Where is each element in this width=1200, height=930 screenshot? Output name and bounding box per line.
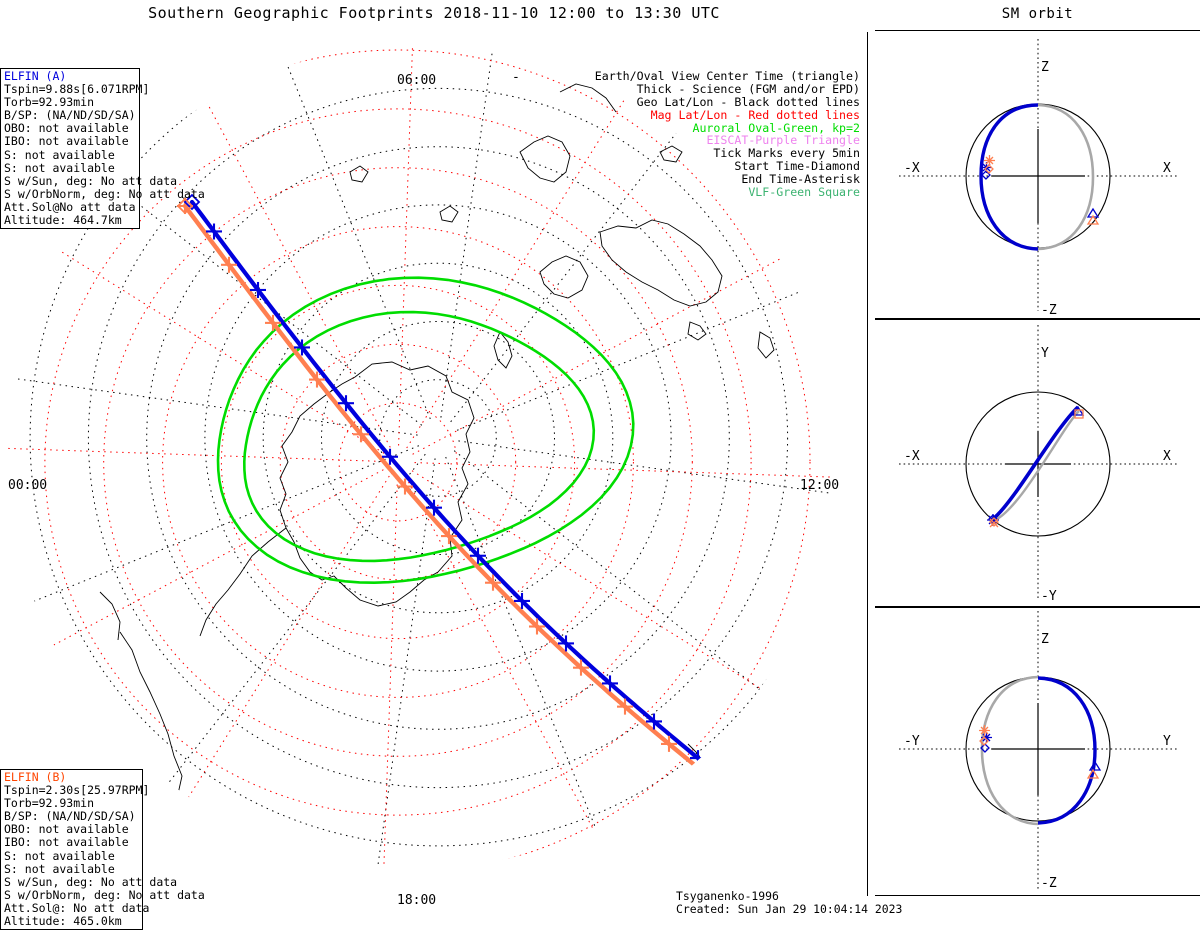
elfin-b-name: ELFIN (B) xyxy=(4,770,67,784)
elfin-a-line-7: S w/Sun, deg: No att data xyxy=(4,173,178,188)
axes-xz xyxy=(899,39,1178,311)
legend-item-3: Mag Lat/Lon - Red dotted lines xyxy=(650,107,860,122)
page-title: Southern Geographic Footprints 2018-11-1… xyxy=(148,4,720,22)
elfin-a-line-5: S: not available xyxy=(4,147,115,162)
elfin-b-line-4: IBO: not available xyxy=(4,835,129,850)
legend-item-8: End Time-Asterisk xyxy=(741,172,860,187)
axes-yz xyxy=(899,611,1178,891)
elfin-a-info-box: ELFIN (A) Tspin=9.88s[6.071RPM] Torb=92.… xyxy=(0,68,205,230)
elfin-a-name: ELFIN (A) xyxy=(4,69,67,83)
elfin-a-line-0: Tspin=9.88s[6.071RPM] xyxy=(4,82,150,97)
clock-label-18: 18:00 xyxy=(397,893,437,908)
legend-item-0: Earth/Oval View Center Time (triangle) xyxy=(594,69,860,83)
markers-b-yz xyxy=(979,725,1100,779)
sm-xz-label-neg-h: -X xyxy=(904,161,920,176)
sm-orbit-panel-xy[interactable]: Y -Y X -X xyxy=(875,318,1200,608)
markers-b-xz xyxy=(984,155,1100,225)
clock-label-00: 00:00 xyxy=(8,478,48,493)
legend-item-4: Auroral Oval-Green, kp=2 xyxy=(692,120,860,135)
sm-xy-label-neg-v: -Y xyxy=(1041,589,1057,604)
earth-circle-xy xyxy=(965,391,1111,537)
magnetic-grid xyxy=(8,44,832,868)
elfin-a-line-10: Altitude: 464.7km xyxy=(4,213,122,228)
sm-xy-label-pos-h: X xyxy=(1163,449,1171,464)
model-name: Tsyganenko-1996 xyxy=(676,889,779,903)
minus-tick-label: - xyxy=(512,70,520,85)
sm-yz-label-neg-h: -Y xyxy=(904,734,920,749)
elfin-a-line-8: S w/OrbNorm, deg: No att data xyxy=(4,186,205,201)
orbit-a-xz xyxy=(979,103,1039,251)
sm-xy-label-neg-h: -X xyxy=(904,449,920,464)
elfin-b-line-1: Torb=92.93min xyxy=(4,796,95,811)
sm-orbit-yz-graphic: Z -Z Y -Y xyxy=(899,611,1178,891)
elfin-b-line-8: S w/OrbNorm, deg: No att data xyxy=(4,887,205,902)
created-timestamp: Created: Sun Jan 29 10:04:14 2023 xyxy=(676,902,903,916)
orbit-a-yz xyxy=(1037,676,1097,825)
auroral-oval xyxy=(216,276,635,585)
markers-a-yz xyxy=(980,732,1102,771)
sm-yz-label-pos-v: Z xyxy=(1041,632,1049,647)
legend-item-2: Geo Lat/Lon - Black dotted lines xyxy=(636,94,860,109)
orbit-b-xy xyxy=(992,410,1080,523)
elfin-b-line-0: Tspin=2.30s[25.97RPM] xyxy=(4,783,150,798)
legend-item-7: Start Time-Diamond xyxy=(734,159,860,174)
elfin-b-line-10: Altitude: 465.0km xyxy=(4,914,122,929)
polar-map-graphic xyxy=(8,44,832,868)
sm-orbit-xz-graphic: Z -Z X -X xyxy=(899,39,1178,318)
geographic-grid xyxy=(8,44,832,868)
legend-item-5: EISCAT-Purple Triangle xyxy=(706,133,860,148)
sm-xy-label-pos-v: Y xyxy=(1041,346,1049,361)
legend-item-6: Tick Marks every 5min xyxy=(713,146,860,161)
sm-orbit-panel-yz[interactable]: Z -Z Y -Y xyxy=(875,606,1200,896)
figure-footer: Tsyganenko-1996 Created: Sun Jan 29 10:0… xyxy=(676,890,902,916)
elfin-b-line-7: S w/Sun, deg: No att data xyxy=(4,874,178,889)
axes-xy xyxy=(899,325,1178,601)
clock-label-06: 06:00 xyxy=(397,73,437,88)
sm-yz-label-neg-v: -Z xyxy=(1041,876,1057,891)
elfin-a-line-3: OBO: not available xyxy=(4,121,129,136)
orbit-b-yz xyxy=(980,675,1039,826)
markers-a-xz xyxy=(981,162,1100,218)
elfin-a-line-2: B/SP: (NA/ND/SD/SA) xyxy=(4,108,136,123)
elfin-a-line-9: Att.Sol@No att data xyxy=(4,199,136,214)
elfin-a-line-4: IBO: not available xyxy=(4,134,129,149)
sm-orbit-panel-xz[interactable]: Z -Z X -X xyxy=(875,30,1200,320)
sm-xz-label-pos-h: X xyxy=(1163,161,1171,176)
sm-orbit-xy-graphic: Y -Y X -X xyxy=(899,325,1178,604)
orbit-b-xz xyxy=(1037,103,1095,251)
elfin-b-line-5: S: not available xyxy=(4,848,115,863)
elfin-a-line-6: S: not available xyxy=(4,160,115,175)
markers-b-xy xyxy=(989,409,1084,528)
clock-label-12: 12:00 xyxy=(800,478,840,493)
figure-root: Southern Geographic Footprints 2018-11-1… xyxy=(0,4,1200,930)
elfin-b-info-box: ELFIN (B) Tspin=2.30s[25.97RPM] Torb=92.… xyxy=(0,769,205,930)
satellite-footprint-tracks xyxy=(176,193,749,802)
sm-yz-label-pos-h: Y xyxy=(1163,734,1171,749)
sm-xz-label-pos-v: Z xyxy=(1041,60,1049,75)
legend-item-1: Thick - Science (FGM and/or EPD) xyxy=(636,81,860,96)
sm-xz-label-neg-v: -Z xyxy=(1041,303,1057,318)
footprint-map-panel[interactable]: 06:00 12:00 18:00 00:00 - ELFIN (A) Tspi… xyxy=(0,32,902,930)
legend-item-9: VLF-Green Square xyxy=(748,185,860,200)
map-legend: Earth/Oval View Center Time (triangle) T… xyxy=(588,70,860,199)
elfin-b-line-6: S: not available xyxy=(4,861,115,876)
orbit-a-xy xyxy=(991,405,1080,521)
elfin-a-line-1: Torb=92.93min xyxy=(4,95,95,110)
sm-orbit-title: SM orbit xyxy=(1001,6,1074,22)
elfin-b-line-2: B/SP: (NA/ND/SD/SA) xyxy=(4,809,136,824)
elfin-b-line-9: Att.Sol@: No att data xyxy=(4,900,150,915)
elfin-b-line-3: OBO: not available xyxy=(4,822,129,837)
